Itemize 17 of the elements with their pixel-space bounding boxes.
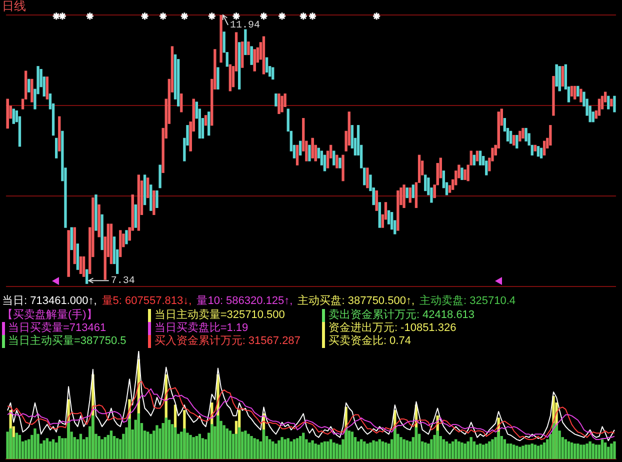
text: 当日: 713461.000↑, — [2, 295, 97, 308]
text: 当日主动卖量=325710.500 — [148, 309, 300, 322]
text: 卖出资金累计万元: 42418.613 — [322, 309, 475, 322]
annotation: 11.94 — [230, 20, 260, 32]
text: 资金进出万元: -10851.326 — [322, 322, 475, 335]
text: 当日主动买量=387750.5 — [2, 335, 126, 348]
text: 当日买卖盘比=1.19 — [148, 322, 300, 335]
text: 当日买卖量=713461 — [2, 322, 126, 335]
chart-title: 【买卖盘解量(手)】 — [2, 309, 98, 322]
text: 主动卖盘: 325710.4 — [420, 295, 516, 308]
text: 主动买盘: 387750.500↑, — [298, 295, 415, 308]
annotation: 7.34 — [110, 276, 135, 288]
text: 买入资金累计万元: 31567.287 — [148, 335, 300, 348]
text: 量10: 586320.125↑, — [196, 295, 293, 308]
text: 买卖资金比: 0.74 — [322, 335, 475, 348]
text: 量5: 607557.813↓, — [102, 295, 192, 308]
chart-title: 日线 — [2, 0, 26, 13]
